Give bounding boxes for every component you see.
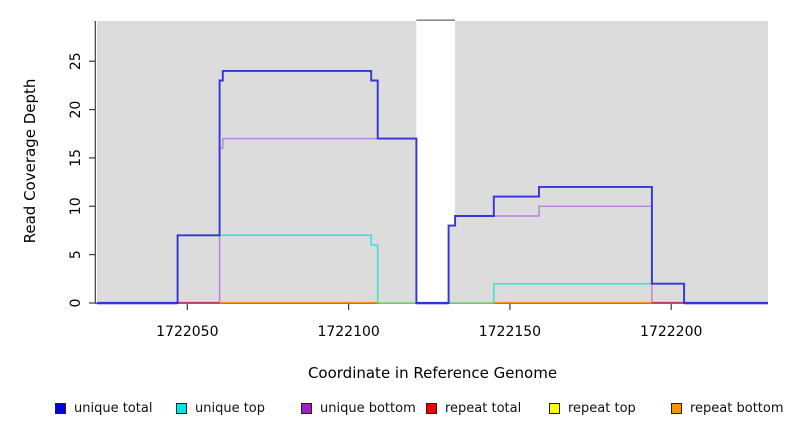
x-tick-label: 1722200 (640, 324, 702, 340)
gap-patch (448, 225, 456, 304)
legend-item-unique-bottom: unique bottom (301, 397, 416, 419)
x-tick-label: 1722050 (156, 324, 218, 340)
y-axis-title: Read Coverage Depth (21, 78, 39, 244)
y-tick-label: 0 (68, 299, 84, 308)
legend-swatch-icon (426, 402, 437, 414)
y-tick-label: 10 (68, 197, 84, 215)
y-tick-label: 15 (68, 149, 84, 167)
legend-swatch-icon (301, 402, 312, 414)
legend-item-unique-total: unique total (55, 397, 152, 419)
legend-item-unique-top: unique top (176, 397, 265, 419)
legend-swatch-icon (176, 402, 187, 414)
legend-item-repeat-total: repeat total (426, 397, 521, 419)
covered-region-0 (97, 21, 417, 304)
legend: unique total unique top unique bottom repea… (0, 397, 792, 421)
legend-item-repeat-top: repeat top (549, 397, 636, 419)
legend-swatch-icon (55, 402, 66, 414)
legend-item-label: repeat top (568, 400, 636, 416)
y-tick-label: 25 (68, 52, 84, 70)
x-axis-title: Coordinate in Reference Genome (307, 364, 558, 382)
covered-region-1 (455, 21, 768, 304)
legend-item-label: unique top (195, 400, 266, 416)
series-unique-total (97, 69, 768, 304)
legend-item-label: unique total (74, 400, 153, 416)
legend-item-repeat-bottom: repeat bottom (671, 397, 784, 419)
legend-swatch-icon (549, 402, 560, 414)
legend-swatch-icon (671, 402, 682, 414)
legend-item-label: repeat total (445, 400, 522, 416)
x-tick-label: 1722100 (317, 324, 379, 340)
y-tick-label: 5 (68, 250, 84, 259)
y-tick-label: 20 (68, 101, 84, 119)
legend-item-label: unique bottom (320, 400, 416, 416)
x-tick-label: 1722150 (479, 324, 541, 340)
legend-item-label: repeat bottom (690, 400, 784, 416)
